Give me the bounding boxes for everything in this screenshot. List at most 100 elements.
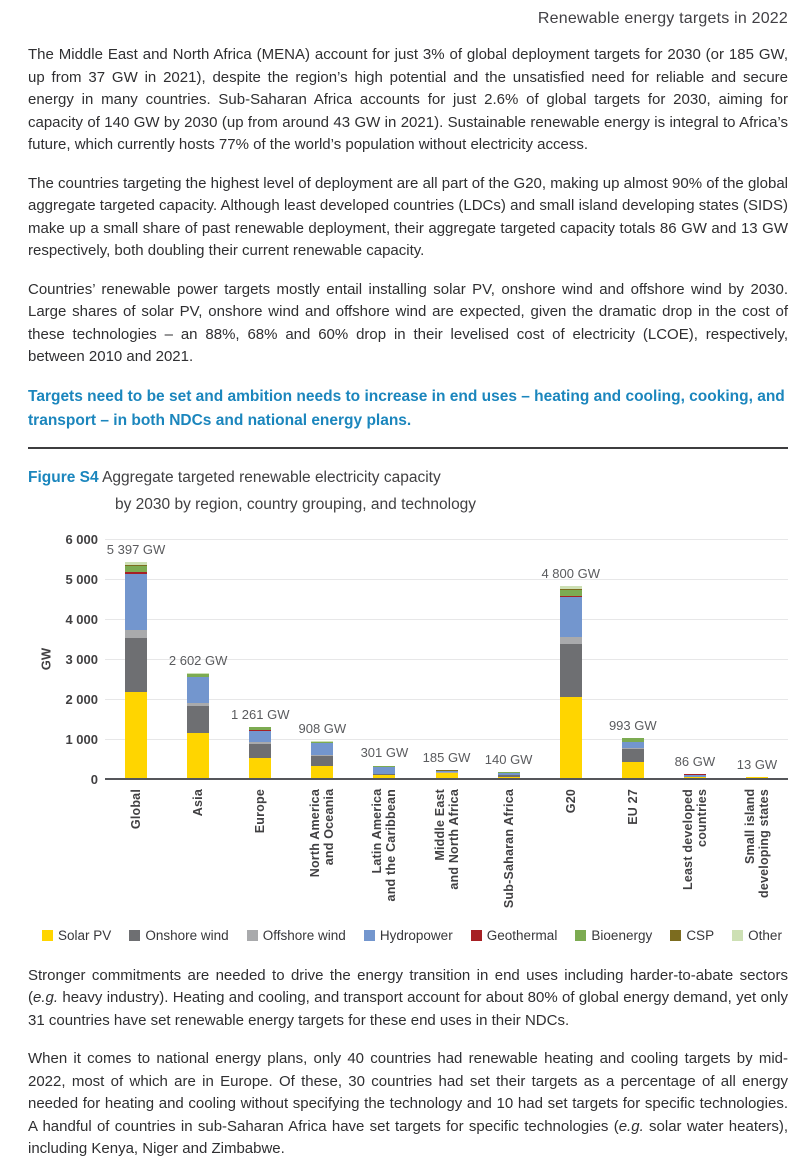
stacked-bar (683, 774, 706, 778)
figure-title-line1: Aggregate targeted renewable electricity… (102, 468, 441, 486)
bar-segment-solar-pv (683, 776, 706, 778)
x-label-cell: Small island developing states (726, 780, 788, 922)
bar-segment-solar-pv (125, 691, 148, 778)
bar-segment-other (559, 585, 582, 589)
bar-segment-onshore-wind (249, 743, 272, 759)
bar-segment-hydropower (373, 767, 396, 775)
gridline-4000 (105, 619, 788, 620)
figure-label: Figure S4 (28, 468, 99, 486)
legend-label: Offshore wind (262, 927, 346, 943)
bar-segment-onshore-wind (559, 644, 582, 697)
bar-segment-offshore-wind (125, 629, 148, 638)
legend-item: Bioenergy (575, 928, 652, 943)
x-label-cell: EU 27 (602, 780, 664, 922)
bar-segment-geothermal (125, 571, 148, 574)
x-axis-label: Least developed countries (680, 788, 709, 890)
y-tick-label: 1 000 (65, 731, 98, 747)
stacked-bar (435, 770, 458, 778)
bar-segment-offshore-wind (621, 747, 644, 750)
legend-swatch (42, 929, 53, 941)
bar-column: 140 GW (478, 540, 540, 778)
bar-segment-hydropower (435, 771, 458, 773)
bar-value-label: 1 261 GW (230, 707, 290, 723)
paragraph-g20-ldc-sids: The countries targeting the highest leve… (28, 174, 788, 260)
italic-text-run: e.g. (618, 1117, 644, 1135)
x-axis-label: Global (129, 788, 144, 829)
x-label-cell: Global (105, 780, 167, 922)
bar-segment-hydropower (621, 742, 644, 748)
stacked-bar (621, 737, 644, 778)
chart-x-axis-labels: Global Asia Europe North America and Oceani… (105, 780, 788, 922)
y-tick-label: 5 000 (65, 571, 98, 587)
highlight-paragraph-targets: Targets need to be set and ambition need… (28, 387, 785, 429)
legend-item: Geothermal (470, 927, 558, 943)
x-axis-label: Small island developing states (742, 788, 771, 898)
text-run: solar water heaters), including Kenya, N… (28, 1117, 788, 1158)
x-label-cell: Middle East and North Africa (415, 780, 477, 922)
legend-item: Onshore wind (129, 928, 229, 943)
y-tick-label: 6 000 (65, 531, 98, 547)
legend-swatch (470, 929, 482, 941)
italic-text-run: e.g. (33, 989, 59, 1006)
legend-label: Bioenergy (591, 927, 653, 943)
stacked-bar (125, 561, 148, 778)
figure-caption: Figure S4 Aggregate targeted renewable e… (28, 464, 788, 518)
figure-title-line2: by 2030 by region, country grouping, and… (115, 495, 477, 513)
y-axis-title: GW (38, 647, 54, 670)
bar-segment-csp (435, 770, 458, 771)
bar-column: 13 GW (726, 540, 788, 778)
bar-column: 2 602 GW (167, 540, 229, 778)
paragraph-national-plans: When it comes to national energy plans, … (28, 1048, 788, 1161)
bar-segment-offshore-wind (559, 637, 582, 645)
stacked-bar (249, 727, 272, 778)
bar-value-label: 140 GW (484, 751, 533, 767)
legend-swatch (575, 929, 587, 941)
bar-segment-solar-pv (559, 696, 582, 778)
x-label-cell: Sub-Saharan Africa (478, 780, 540, 922)
legend-label: CSP (686, 927, 715, 943)
gridline-2000 (105, 699, 788, 700)
bar-segment-csp (559, 588, 582, 590)
bar-segment-solar-pv (435, 773, 458, 778)
bar-segment-bioenergy (621, 738, 644, 743)
bar-segment-solar-pv (187, 732, 210, 778)
legend-label: Solar PV (58, 927, 112, 943)
x-axis-label: G20 (563, 788, 578, 813)
bar-column: 993 GW (602, 540, 664, 778)
bar-segment-solar-pv (621, 762, 644, 778)
stacked-bar (373, 765, 396, 778)
bar-value-label: 993 GW (608, 717, 657, 733)
x-axis-label: North America and Oceania (308, 788, 337, 877)
bar-segment-solar-pv (249, 758, 272, 778)
x-axis-label: EU 27 (625, 788, 640, 825)
legend-swatch (246, 929, 258, 941)
x-axis-label: Asia (191, 788, 206, 816)
x-axis-label: Europe (253, 788, 268, 833)
legend-label: Geothermal (486, 927, 558, 943)
legend-item: Other (732, 928, 782, 943)
legend-item: Solar PV (42, 928, 111, 943)
bar-column: 908 GW (291, 540, 353, 778)
bar-column: 301 GW (353, 540, 415, 778)
chart-legend: Solar PV Onshore wind Offshore wind Hydropo… (28, 928, 788, 943)
bar-segment-offshore-wind (249, 741, 272, 744)
stacked-bar (311, 741, 334, 778)
bar-value-label: 185 GW (422, 750, 471, 766)
legend-swatch (363, 929, 375, 941)
bar-segment-bioenergy (373, 765, 396, 767)
x-axis-label: Sub-Saharan Africa (501, 788, 516, 908)
bar-segment-bioenergy (559, 589, 582, 596)
text-run: When it comes to national energy plans, … (28, 1050, 788, 1135)
bar-segment-hydropower (187, 677, 210, 703)
bar-segment-geothermal (559, 595, 582, 598)
bar-segment-bioenergy (311, 741, 334, 743)
x-label-cell: North America and Oceania (291, 780, 353, 922)
stacked-bar (497, 771, 520, 778)
bar-segment-hydropower (683, 774, 706, 777)
y-tick-label: 4 000 (65, 611, 98, 627)
gridline-5000 (105, 579, 788, 580)
bar-value-label: 301 GW (360, 745, 409, 761)
bar-column: 1 261 GW (229, 540, 291, 778)
page-header-title: Renewable energy targets in 2022 (537, 10, 788, 27)
